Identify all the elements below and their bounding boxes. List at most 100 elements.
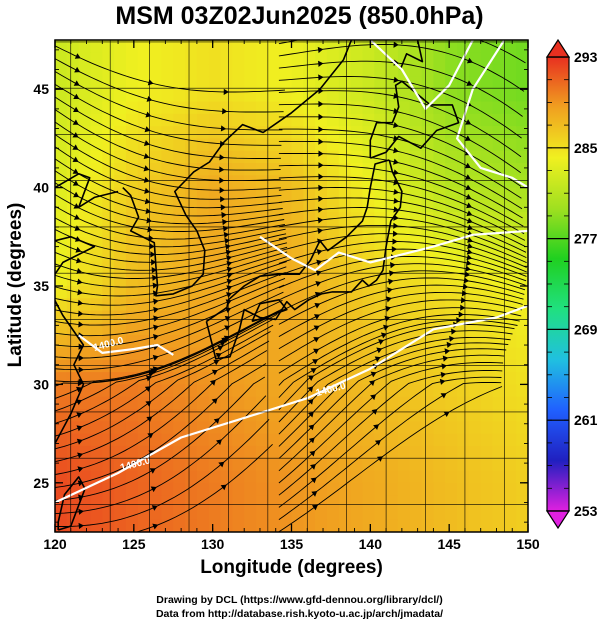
field-cell: [267, 52, 281, 66]
field-cell: [220, 199, 233, 213]
field-cell: [457, 433, 470, 447]
field-cell: [457, 322, 470, 336]
height-contour: [456, 40, 528, 189]
field-cell: [185, 175, 198, 189]
field-cell: [125, 52, 139, 66]
streamline-arrow: [313, 314, 321, 320]
field-cell: [480, 101, 494, 115]
field-cell: [397, 470, 411, 484]
field-cell: [362, 249, 375, 262]
streamline: [278, 40, 526, 64]
field-cell: [303, 249, 316, 262]
field-cell: [102, 421, 115, 435]
streamline-arrow: [223, 231, 230, 239]
field-cell: [397, 445, 411, 459]
field-cell: [303, 64, 316, 78]
streamline-arrow: [316, 259, 323, 266]
field-cell: [114, 76, 127, 90]
field-cell: [267, 138, 281, 152]
field-cell: [161, 384, 174, 398]
field-cell: [78, 89, 92, 103]
field-cell: [468, 64, 482, 78]
field-cell: [267, 187, 281, 201]
field-cell: [315, 433, 328, 447]
field-cell: [220, 507, 233, 521]
streamline-arrow: [451, 328, 457, 335]
field-cell: [55, 396, 68, 410]
field-cell: [409, 273, 423, 287]
field-cell: [161, 212, 174, 226]
field-cell: [149, 52, 163, 66]
field-cell: [326, 298, 340, 312]
field-cell: [386, 421, 399, 435]
field-cell: [409, 482, 423, 496]
field-cell: [161, 126, 174, 139]
field-cell: [137, 40, 151, 53]
streamline-arrow: [150, 251, 156, 258]
field-cell: [315, 458, 328, 472]
field-cell: [267, 482, 281, 496]
field-cell: [185, 286, 198, 299]
streamline-arrow: [318, 74, 324, 81]
streamline-arrow: [307, 375, 314, 382]
field-cell: [480, 138, 494, 152]
field-cell: [397, 507, 411, 521]
field-cell: [409, 445, 423, 459]
field-cell: [173, 64, 186, 78]
field-cell: [55, 273, 68, 287]
field-cell: [433, 113, 446, 127]
field-cell: [161, 458, 174, 472]
field-cell: [516, 372, 528, 385]
field-cell: [232, 101, 245, 115]
field-cell: [78, 261, 92, 275]
field-cell: [397, 163, 411, 176]
field-cell: [457, 409, 470, 422]
field-cell: [256, 175, 269, 189]
field-cell: [196, 64, 210, 78]
field-cell: [397, 273, 411, 287]
field-cell: [374, 519, 387, 532]
field-cell: [149, 470, 163, 484]
field-cell: [161, 409, 174, 422]
field-cell: [492, 409, 505, 422]
field-cell: [232, 359, 245, 373]
field-cell: [397, 40, 411, 53]
streamline-arrow: [222, 108, 228, 115]
field-cell: [350, 64, 364, 78]
field-cell: [114, 482, 127, 496]
field-cell: [256, 249, 269, 262]
field-cell: [468, 495, 482, 508]
field-cell: [338, 507, 352, 521]
field-cell: [409, 396, 423, 410]
field-cell: [386, 384, 399, 398]
field-cell: [468, 335, 482, 349]
field-cell: [326, 458, 340, 472]
field-cell: [421, 409, 434, 422]
field-cell: [196, 126, 210, 139]
streamline-arrow: [73, 191, 80, 198]
field-cell: [232, 482, 245, 496]
field-cell: [90, 163, 103, 176]
field-cell: [102, 224, 115, 238]
field-cell: [220, 52, 233, 66]
field-cell: [185, 310, 198, 324]
field-cell: [244, 445, 257, 459]
field-cell: [173, 150, 186, 164]
field-cell: [232, 236, 245, 250]
field-cell: [362, 76, 375, 90]
streamline-arrow: [467, 242, 473, 249]
y-tick-label: 25: [33, 475, 49, 491]
streamline-arrow: [213, 359, 220, 366]
streamline-arrow: [72, 132, 79, 138]
field-cell: [516, 175, 528, 189]
streamline-arrow: [318, 33, 323, 38]
field-cell: [137, 273, 151, 287]
field-cell: [161, 482, 174, 496]
field-cell: [220, 384, 233, 398]
field-cell: [220, 150, 233, 164]
field-cell: [208, 138, 222, 152]
field-cell: [196, 40, 210, 53]
field-cell: [232, 150, 245, 164]
field-cell: [55, 64, 68, 78]
field-cell: [137, 495, 151, 508]
